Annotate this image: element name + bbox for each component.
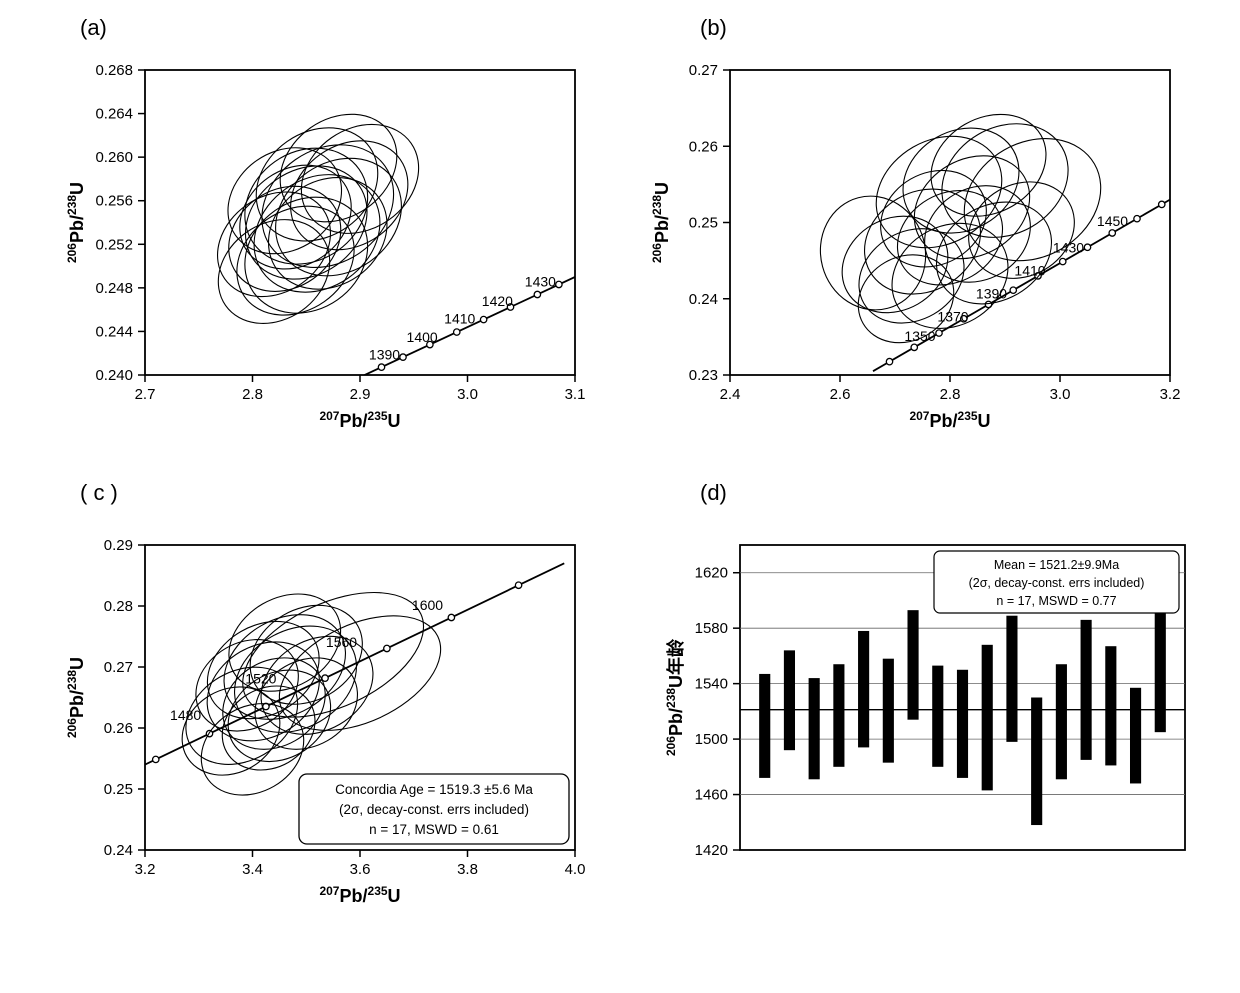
svg-text:Concordia Age = 1519.3 ±5.6 Ma: Concordia Age = 1519.3 ±5.6 Ma: [335, 782, 533, 797]
svg-text:2.9: 2.9: [350, 386, 371, 403]
svg-text:0.240: 0.240: [95, 367, 133, 384]
svg-text:2.8: 2.8: [940, 386, 961, 403]
svg-text:0.256: 0.256: [95, 193, 133, 210]
svg-text:2.7: 2.7: [135, 386, 156, 403]
svg-text:1540: 1540: [695, 676, 728, 693]
concordia-plot-a: 2.7 2.8 2.9 3.0 3.1 0.240 0.244 0.248 0.252 0.256…: [50, 40, 610, 460]
svg-text:0.252: 0.252: [95, 236, 133, 253]
svg-text:0.26: 0.26: [689, 138, 718, 155]
svg-text:1420: 1420: [695, 842, 728, 859]
svg-text:0.28: 0.28: [104, 598, 133, 615]
svg-text:1450: 1450: [1097, 213, 1128, 229]
svg-text:n = 17, MSWD = 0.61: n = 17, MSWD = 0.61: [369, 822, 499, 837]
svg-text:0.27: 0.27: [689, 62, 718, 79]
svg-text:206Pb/238U: 206Pb/238U: [65, 182, 87, 263]
svg-text:0.260: 0.260: [95, 149, 133, 166]
panel-d-label: (d): [700, 480, 727, 506]
svg-text:0.244: 0.244: [95, 323, 133, 340]
svg-text:1390: 1390: [369, 346, 400, 362]
svg-text:1460: 1460: [695, 787, 728, 804]
panel-b: 2.42.62.83.03.20.230.240.250.260.2713501…: [650, 40, 1210, 460]
svg-text:1400: 1400: [407, 329, 438, 345]
svg-text:(2σ, decay-const. errs include: (2σ, decay-const. errs included): [969, 576, 1145, 590]
concordia-plot-c: 3.2 3.4 3.6 3.8 4.0 0.24 0.25 0.26 0.27 0.28 0.29 1…: [50, 510, 610, 940]
svg-text:3.0: 3.0: [1050, 386, 1071, 403]
panel-a: 2.7 2.8 2.9 3.0 3.1 0.240 0.244 0.248 0.252 0.256…: [50, 40, 610, 460]
svg-text:Mean = 1521.2±9.9Ma: Mean = 1521.2±9.9Ma: [994, 558, 1119, 572]
svg-text:1410: 1410: [444, 310, 475, 326]
svg-text:207Pb/235U: 207Pb/235U: [319, 884, 400, 906]
panel-b-label: (b): [700, 15, 727, 41]
panel-a-label: (a): [80, 15, 107, 41]
svg-text:1580: 1580: [695, 620, 728, 637]
svg-text:0.24: 0.24: [104, 842, 133, 859]
svg-text:1420: 1420: [482, 293, 513, 309]
svg-text:3.6: 3.6: [350, 861, 371, 878]
svg-text:3.0: 3.0: [457, 386, 478, 403]
svg-text:0.26: 0.26: [104, 720, 133, 737]
panel-c-label: ( c ): [80, 480, 118, 506]
svg-text:0.24: 0.24: [689, 291, 718, 308]
concordia-plot-b: 2.42.62.83.03.20.230.240.250.260.2713501…: [650, 40, 1210, 460]
svg-text:206Pb/238U: 206Pb/238U: [65, 657, 87, 738]
svg-text:1480: 1480: [170, 707, 201, 723]
svg-text:1430: 1430: [1053, 240, 1084, 256]
panel-c: 3.2 3.4 3.6 3.8 4.0 0.24 0.25 0.26 0.27 0.28 0.29 1…: [50, 510, 610, 940]
svg-text:1620: 1620: [695, 565, 728, 582]
svg-text:0.25: 0.25: [104, 781, 133, 798]
svg-text:0.25: 0.25: [689, 215, 718, 232]
svg-text:0.27: 0.27: [104, 659, 133, 676]
svg-text:0.248: 0.248: [95, 280, 133, 297]
svg-text:207Pb/235U: 207Pb/235U: [909, 409, 990, 431]
svg-text:1500: 1500: [695, 731, 728, 748]
svg-text:0.23: 0.23: [689, 367, 718, 384]
svg-text:206Pb/238U年龄: 206Pb/238U年龄: [664, 638, 686, 756]
svg-text:3.4: 3.4: [242, 861, 263, 878]
svg-text:1430: 1430: [525, 273, 556, 289]
svg-text:(2σ, decay-const. errs include: (2σ, decay-const. errs included): [339, 802, 529, 817]
svg-text:4.0: 4.0: [565, 861, 586, 878]
svg-text:0.268: 0.268: [95, 62, 133, 79]
panel-d: 1420 1460 1500 1540 1580 1620 206Pb/238U年龄 Mean…: [650, 510, 1210, 940]
svg-text:2.4: 2.4: [720, 386, 741, 403]
svg-text:3.2: 3.2: [1160, 386, 1181, 403]
svg-text:2.8: 2.8: [242, 386, 263, 403]
svg-text:n = 17, MSWD = 0.77: n = 17, MSWD = 0.77: [996, 594, 1116, 608]
svg-text:1390: 1390: [976, 285, 1007, 301]
svg-text:206Pb/238U: 206Pb/238U: [650, 182, 672, 263]
weighted-mean-plot-d: 1420 1460 1500 1540 1580 1620 206Pb/238U年龄 Mean…: [650, 510, 1210, 940]
svg-text:0.264: 0.264: [95, 106, 133, 123]
svg-text:2.6: 2.6: [830, 386, 851, 403]
svg-text:207Pb/235U: 207Pb/235U: [319, 409, 400, 431]
svg-text:3.1: 3.1: [565, 386, 586, 403]
svg-text:3.2: 3.2: [135, 861, 156, 878]
svg-text:0.29: 0.29: [104, 537, 133, 554]
svg-text:1600: 1600: [412, 597, 443, 613]
svg-text:3.8: 3.8: [457, 861, 478, 878]
